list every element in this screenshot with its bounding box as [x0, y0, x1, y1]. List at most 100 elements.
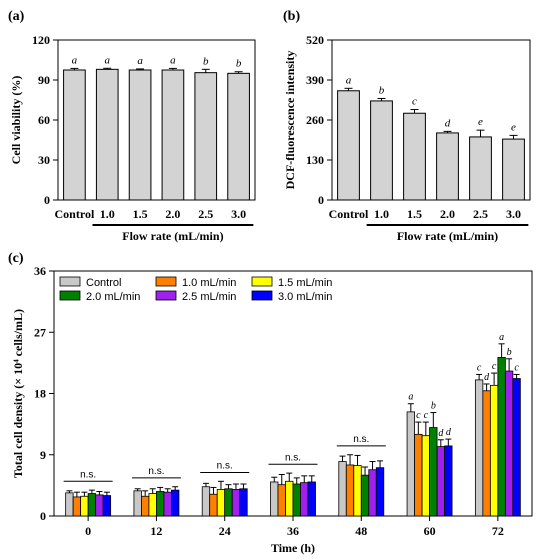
x-tick-label: 1.0 [100, 207, 115, 221]
y-tick-label: 0 [40, 509, 46, 523]
y-tick-label: 18 [34, 387, 46, 401]
y-tick-label: 90 [38, 73, 50, 87]
bar-4 [156, 491, 165, 517]
significance-letter: c [412, 96, 417, 108]
significance-letter: b [236, 58, 242, 70]
x-tick-label: 12 [150, 524, 162, 538]
bar-4 [497, 357, 506, 517]
bar [370, 100, 393, 201]
bar-6 [307, 481, 316, 517]
significance-letter: d [446, 427, 452, 438]
bar [469, 136, 492, 201]
bar-6 [102, 495, 112, 517]
ns-label: n.s. [80, 469, 96, 480]
y-axis-label: Cell viability (%) [9, 76, 23, 165]
x-tick-label: 60 [424, 524, 436, 538]
bar-3 [421, 435, 430, 517]
bar-2 [72, 496, 82, 517]
x-tick-label: 3.0 [506, 207, 521, 221]
significance-letter: a [499, 332, 504, 343]
x-tick-label: 0 [85, 524, 91, 538]
significance-letter: d [445, 117, 451, 129]
bar [63, 69, 86, 201]
y-tick-label: 60 [38, 113, 50, 127]
bar-4 [429, 427, 438, 517]
bar-5 [300, 482, 309, 517]
x-tick-label: 1.5 [133, 207, 148, 221]
panel-label: (a) [8, 9, 25, 24]
significance-letter: c [514, 362, 519, 373]
significance-letter: e [478, 116, 483, 128]
bar-1 [474, 379, 484, 517]
bar-5 [231, 489, 241, 517]
bar-1 [406, 411, 415, 517]
x-tick-label: 2.5 [473, 207, 488, 221]
significance-letter: b [431, 401, 436, 412]
bar-6 [171, 489, 180, 517]
bar-1 [65, 492, 74, 517]
y-tick-label: 520 [306, 33, 324, 47]
bar-4 [87, 493, 97, 517]
significance-letter: a [408, 392, 413, 403]
legend-label: Control [86, 277, 121, 289]
bar-3 [80, 495, 89, 517]
bar-2 [141, 495, 150, 517]
y-tick-label: 390 [306, 73, 324, 87]
plot-frame [331, 39, 531, 201]
y-axis-label: DCF-fluorescence intensity [283, 51, 297, 190]
legend-swatch [251, 276, 273, 287]
bar-5 [368, 469, 377, 517]
significance-letter: a [346, 74, 352, 86]
panel-label: (b) [283, 9, 300, 24]
y-tick-label: 27 [34, 325, 46, 339]
significance-letter: c [492, 361, 497, 372]
panel-a-chart: (a) 0 30 60 90 120 Cell viability (%) a Control a… [8, 9, 256, 243]
significance-letter: b [379, 84, 385, 96]
ns-label: n.s. [217, 460, 233, 471]
bar [436, 132, 459, 201]
legend-swatch [59, 276, 81, 287]
bar [227, 72, 250, 201]
x-tick-label: 1.5 [407, 207, 422, 221]
x-tick-label: 24 [219, 524, 231, 538]
bar-6 [512, 378, 521, 517]
bar-3 [489, 384, 499, 517]
significance-letter: a [72, 54, 78, 66]
bar [502, 138, 525, 201]
x-axis-label: Time (h) [271, 541, 315, 555]
legend-swatch [251, 290, 273, 301]
bar-1 [201, 486, 211, 517]
bar-3 [285, 480, 294, 517]
bar-2 [209, 493, 218, 517]
legend-label: 2.0 mL/min [86, 291, 140, 303]
x-tick-label: Control [55, 207, 95, 221]
x-axis-label: Flow rate (mL/min) [122, 229, 223, 243]
x-tick-label: Control [329, 207, 369, 221]
bar-3 [216, 489, 226, 517]
significance-letter: d [438, 428, 444, 439]
bar-5 [436, 446, 445, 517]
x-tick-label: 72 [492, 524, 504, 538]
y-tick-label: 130 [306, 153, 324, 167]
bar-3 [353, 465, 362, 517]
y-tick-label: 0 [44, 193, 50, 207]
bar-2 [482, 390, 491, 517]
legend-label: 1.5 mL/min [278, 277, 332, 289]
bar-1 [338, 461, 347, 517]
y-tick-label: 9 [40, 448, 46, 462]
plot-frame [53, 270, 533, 517]
bar [403, 112, 426, 201]
y-axis-label: Total cell density (× 10⁴ cells/mL) [11, 309, 25, 478]
bar-2 [414, 433, 423, 517]
panel-b-chart: (b) 0 130 260 390 520 DCF-fluorescence intensi… [283, 9, 531, 243]
bar [95, 68, 119, 201]
significance-letter: d [484, 372, 490, 383]
x-tick-label: 48 [355, 524, 367, 538]
panel-c-chart: (c) 0 9 18 27 36 Total cell density (× 10⁴ cel… [8, 251, 533, 555]
bar-2 [277, 484, 286, 517]
significance-letter: c [424, 410, 429, 421]
x-tick-label: 3.0 [231, 207, 246, 221]
bar-6 [239, 488, 248, 517]
x-tick-label: 1.0 [374, 207, 389, 221]
